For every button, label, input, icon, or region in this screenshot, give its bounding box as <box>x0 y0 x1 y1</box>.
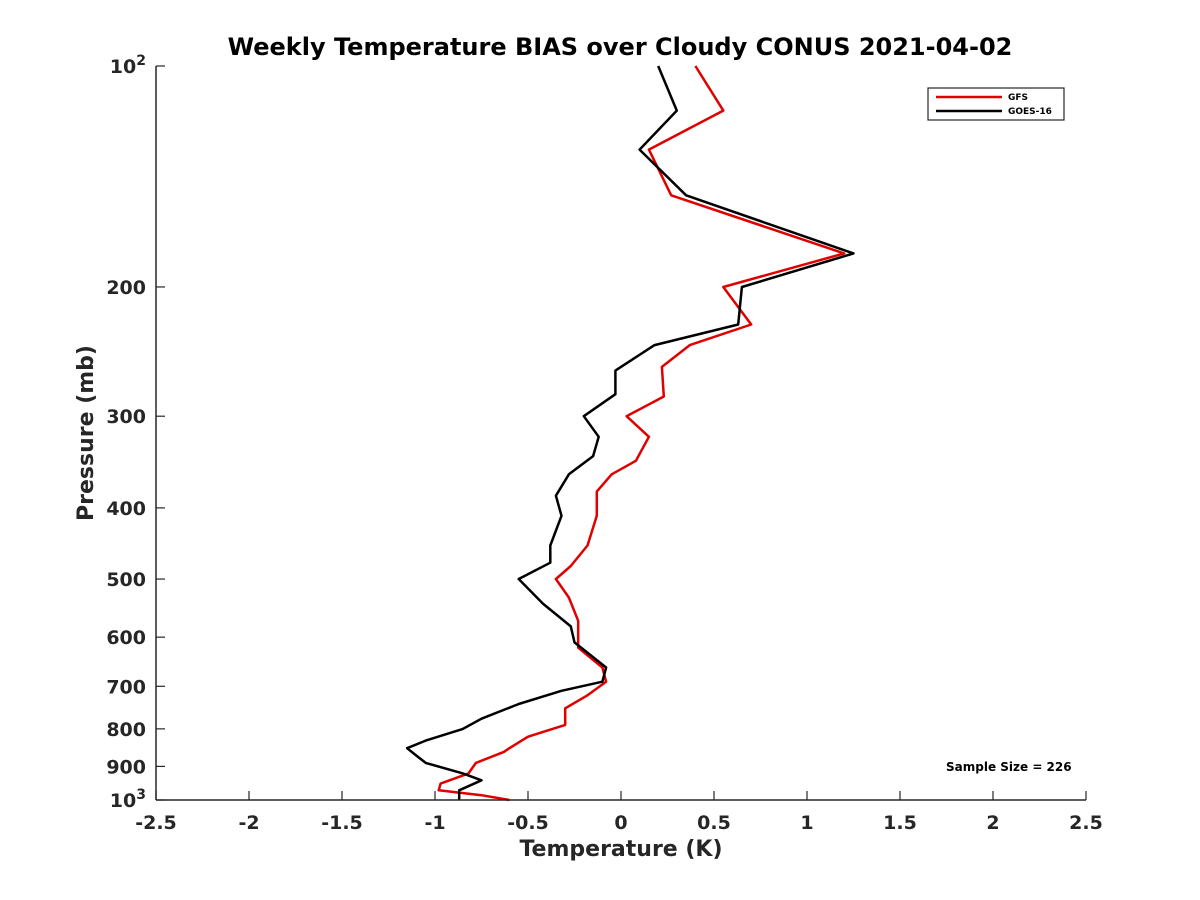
x-tick-label: 0.5 <box>697 812 731 834</box>
series-line-goes16 <box>405 65 855 800</box>
x-tick-label: 1 <box>800 812 813 834</box>
legend-label-gfs: GFS <box>1008 93 1028 103</box>
y-tick-label: 800 <box>106 719 146 741</box>
chart-title: Weekly Temperature BIAS over Cloudy CONU… <box>228 33 1013 61</box>
x-tick-label: 0 <box>614 812 627 834</box>
series-layer <box>405 65 855 802</box>
y-tick-label: 103 <box>110 787 146 812</box>
series-line-gfs <box>437 65 846 802</box>
y-tick-label: 400 <box>106 498 146 520</box>
x-tick-label: -0.5 <box>507 812 549 834</box>
x-tick-label: -2.5 <box>135 812 177 834</box>
y-tick-label: 600 <box>106 627 146 649</box>
legend-label-goes16: GOES-16 <box>1008 107 1052 117</box>
x-tick-label: -1.5 <box>321 812 363 834</box>
sample-size-annotation: Sample Size = 226 <box>946 760 1072 774</box>
x-axis-label: Temperature (K) <box>519 837 722 862</box>
x-tick-label: 2 <box>986 812 999 834</box>
y-tick-label: 500 <box>106 569 146 591</box>
y-tick-label: 200 <box>106 277 146 299</box>
legend: GFS GOES-16 <box>927 87 1065 121</box>
x-tick-label: 1.5 <box>883 812 917 834</box>
y-tick-label: 102 <box>110 53 146 78</box>
y-tick-label: 900 <box>106 756 146 778</box>
legend-box <box>927 87 1065 121</box>
y-axis-label: Pressure (mb) <box>74 345 99 521</box>
x-tick-label: -2 <box>238 812 259 834</box>
x-tick-label: 2.5 <box>1069 812 1103 834</box>
x-axis-ticks: -2.5 -2 -1.5 -1 -0.5 0 0.5 1 1.5 2 2.5 <box>135 791 1103 834</box>
y-tick-label: 700 <box>106 676 146 698</box>
y-tick-label: 300 <box>106 406 146 428</box>
x-tick-label: -1 <box>424 812 445 834</box>
y-axis-ticks: 102 200 300 400 500 600 700 800 900 103 <box>106 53 165 812</box>
